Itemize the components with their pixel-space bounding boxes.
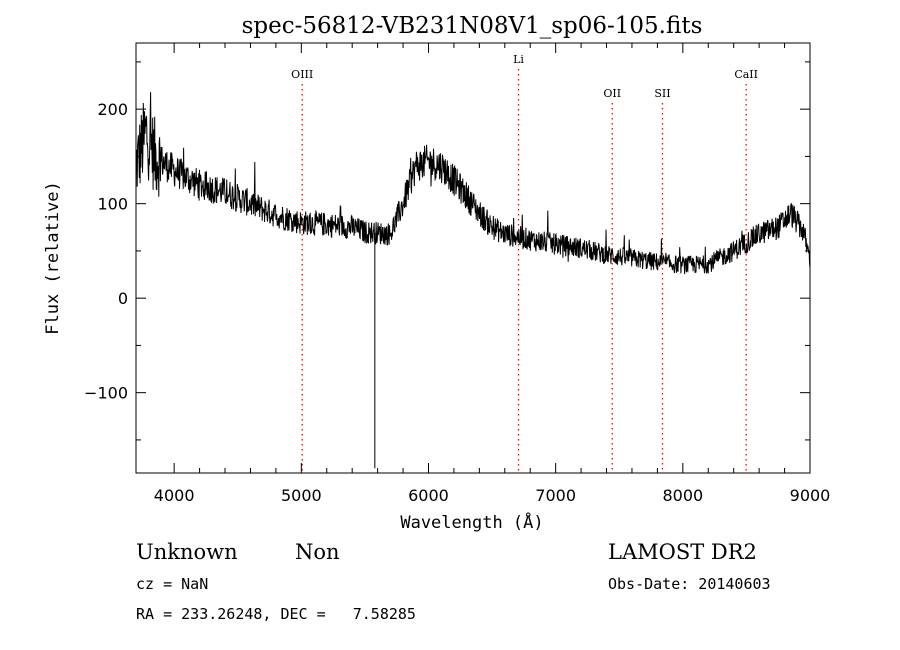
spectrum-line — [135, 92, 811, 275]
line-marker-label: SII — [654, 87, 670, 100]
line-marker-label: CaII — [734, 68, 758, 81]
x-tick-label: 5000 — [281, 486, 322, 505]
y-tick-label: 200 — [97, 100, 128, 119]
survey-name: LAMOST DR2 — [608, 540, 757, 564]
y-axis-label: Flux (relative) — [43, 181, 63, 335]
x-axis: 4000 5000 6000 7000 8000 9000 — [154, 43, 831, 505]
object-subclass: Non — [295, 540, 340, 564]
line-marker-label: Li — [513, 53, 524, 66]
x-tick-label: 8000 — [662, 486, 703, 505]
emission-line-markers: OIII Li OII SII CaII — [291, 53, 758, 473]
y-tick-label: 0 — [118, 289, 128, 308]
y-tick-label: 100 — [97, 195, 128, 214]
plot-frame — [135, 42, 811, 474]
coordinates: RA = 233.26248, DEC = 7.58285 — [136, 605, 416, 623]
line-marker-label: OII — [603, 87, 621, 100]
x-tick-label: 7000 — [535, 486, 576, 505]
spectrum-series — [135, 92, 811, 469]
x-tick-label: 4000 — [154, 486, 195, 505]
x-tick-label: 6000 — [408, 486, 449, 505]
observation-date: Obs-Date: 20140603 — [608, 575, 771, 593]
x-axis-label: Wavelength (Å) — [400, 511, 543, 533]
redshift-value: cz = NaN — [136, 575, 209, 593]
y-axis: −100 0 100 200 — [84, 61, 810, 441]
x-tick-label: 9000 — [790, 486, 831, 505]
chart-title: spec-56812-VB231N08V1_sp06-105.fits — [242, 13, 703, 39]
line-marker-label: OIII — [291, 68, 313, 81]
y-tick-label: −100 — [84, 384, 128, 403]
object-class: Unknown — [136, 540, 238, 564]
